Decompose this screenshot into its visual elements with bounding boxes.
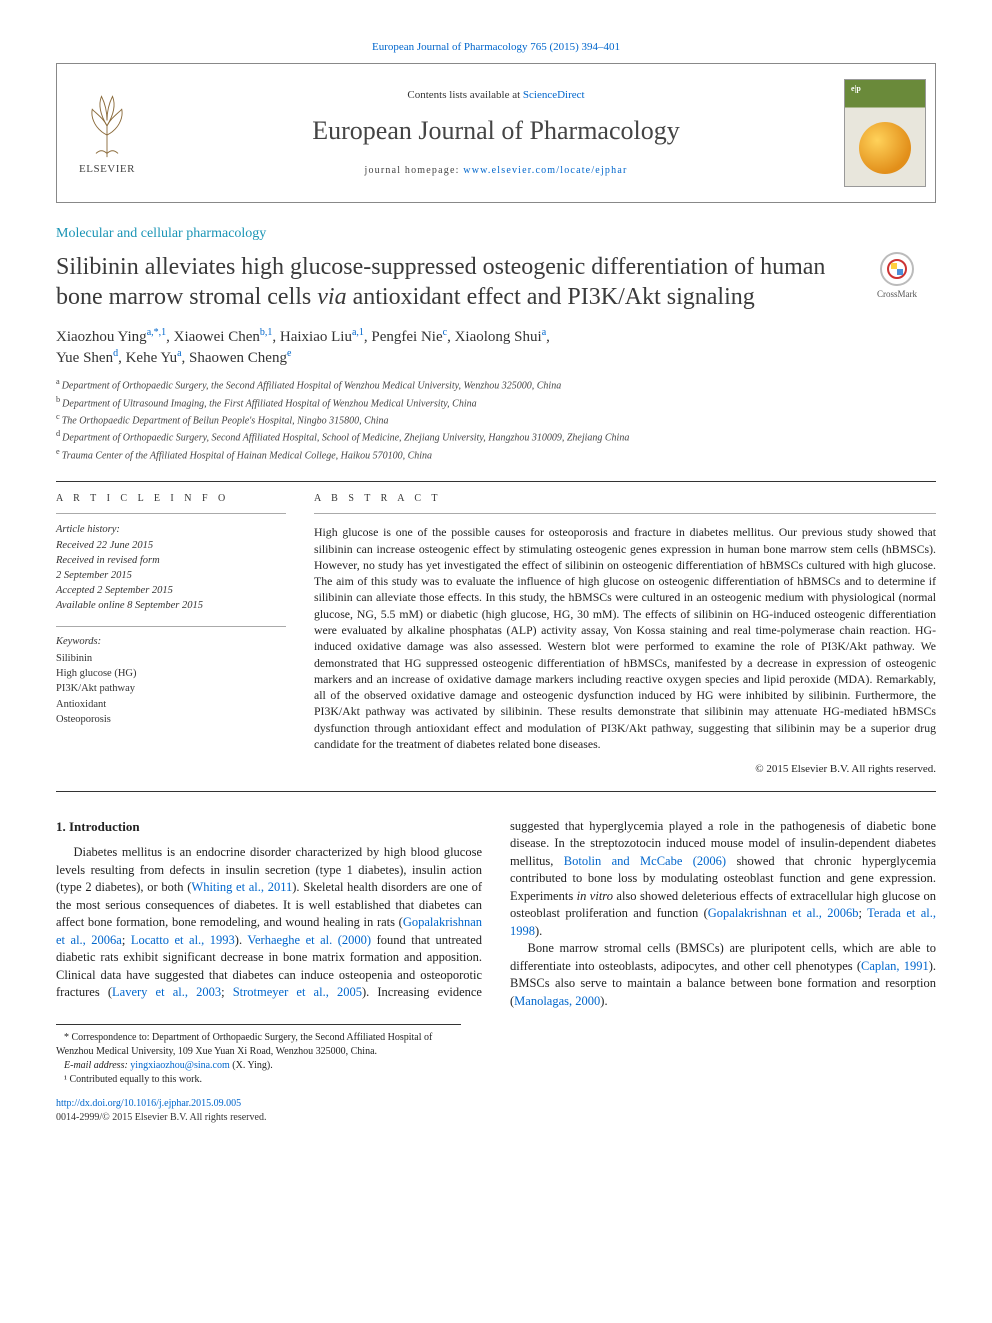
author: Yue Shend [56,350,118,366]
citation-link[interactable]: Whiting et al., 2011 [191,880,292,894]
affiliation-list: aDepartment of Orthopaedic Surgery, the … [56,376,936,463]
paragraph: Bone marrow stromal cells (BMSCs) are pl… [510,940,936,1010]
author: Xiaolong Shuia [455,329,547,345]
keyword: PI3K/Akt pathway [56,681,286,696]
contents-line: Contents lists available at ScienceDirec… [407,88,584,103]
crossmark-badge[interactable]: CrossMark [858,252,936,300]
keywords-list: Silibinin High glucose (HG) PI3K/Akt pat… [56,651,286,727]
elsevier-tree-icon [77,88,137,160]
sciencedirect-link[interactable]: ScienceDirect [523,89,585,101]
running-head: European Journal of Pharmacology 765 (20… [56,40,936,55]
citation-link[interactable]: Caplan, 1991 [861,959,929,973]
citation-link[interactable]: Gopalakrishnan et al., 2006b [708,906,859,920]
publisher-wordmark: ELSEVIER [79,162,135,177]
cover-thumb-label: e|p [851,84,861,95]
contribution-note: ¹ Contributed equally to this work. [56,1073,461,1087]
cover-thumb-cell: e|p [835,64,935,202]
citation-link[interactable]: Strotmeyer et al., 2005 [233,985,362,999]
affiliation: eTrauma Center of the Affiliated Hospita… [56,446,936,463]
citation-link[interactable]: Botolin and McCabe (2006) [564,854,726,868]
author-list: Xiaozhou Yinga,*,1, Xiaowei Chenb,1, Hai… [56,326,936,369]
affiliation: dDepartment of Orthopaedic Surgery, Seco… [56,428,936,445]
author: Pengfei Niec [371,329,447,345]
crossmark-icon [880,252,914,286]
footnotes: * Correspondence to: Department of Ortho… [56,1024,461,1087]
citation-link[interactable]: Lavery et al., 2003 [112,985,221,999]
running-head-link[interactable]: European Journal of Pharmacology 765 (20… [372,41,620,53]
section-tag: Molecular and cellular pharmacology [56,225,936,244]
author: Shaowen Chenge [189,350,291,366]
article-title: Silibinin alleviates high glucose-suppre… [56,252,842,312]
abstract-column: A B S T R A C T High glucose is one of t… [314,492,936,777]
article-info-head: A R T I C L E I N F O [56,492,286,506]
author: Haixiao Liua,1 [280,329,364,345]
divider [56,791,936,792]
masthead-center: Contents lists available at ScienceDirec… [157,64,835,202]
keywords-label: Keywords: [56,635,286,649]
article-info-column: A R T I C L E I N F O Article history: R… [56,492,286,777]
divider [314,513,936,514]
body-text: 1. Introduction Diabetes mellitus is an … [56,818,936,1011]
journal-name: European Journal of Pharmacology [312,113,680,148]
issn-copyright: 0014-2999/© 2015 Elsevier B.V. All right… [56,1112,266,1123]
keyword: High glucose (HG) [56,666,286,681]
journal-homepage-link[interactable]: www.elsevier.com/locate/ejphar [463,165,627,176]
citation-link[interactable]: Verhaeghe et al. (2000) [247,933,371,947]
article-history: Article history: Received 22 June 2015 R… [56,522,286,613]
corresponding-note: * Correspondence to: Department of Ortho… [56,1031,461,1059]
divider [56,513,286,514]
masthead: ELSEVIER Contents lists available at Sci… [56,63,936,203]
keyword: Osteoporosis [56,712,286,727]
citation-link[interactable]: Locatto et al., 1993 [131,933,235,947]
citation-link[interactable]: Manolagas, 2000 [514,994,600,1008]
author: Kehe Yua [126,350,182,366]
journal-homepage: journal homepage: www.elsevier.com/locat… [364,164,627,178]
section-heading: 1. Introduction [56,818,482,836]
publisher-logo-cell: ELSEVIER [57,64,157,202]
affiliation: bDepartment of Ultrasound Imaging, the F… [56,394,936,411]
affiliation: aDepartment of Orthopaedic Surgery, the … [56,376,936,393]
abstract-head: A B S T R A C T [314,492,936,506]
author: Xiaowei Chenb,1 [174,329,273,345]
author: Xiaozhou Yinga,*,1 [56,329,166,345]
journal-cover-thumb: e|p [844,79,926,187]
email-note: E-mail address: yingxiaozhou@sina.com (X… [56,1059,461,1073]
crossmark-label: CrossMark [877,288,917,300]
affiliation: cThe Orthopaedic Department of Beilun Pe… [56,411,936,428]
divider [56,626,286,627]
divider [56,481,936,482]
abstract-text: High glucose is one of the possible caus… [314,524,936,752]
email-link[interactable]: yingxiaozhou@sina.com [130,1060,229,1071]
abstract-copyright: © 2015 Elsevier B.V. All rights reserved… [314,762,936,777]
keyword: Silibinin [56,651,286,666]
keyword: Antioxidant [56,697,286,712]
page-footer: http://dx.doi.org/10.1016/j.ejphar.2015.… [56,1097,936,1124]
cover-thumb-graphic [859,122,911,174]
doi-link[interactable]: http://dx.doi.org/10.1016/j.ejphar.2015.… [56,1098,241,1109]
